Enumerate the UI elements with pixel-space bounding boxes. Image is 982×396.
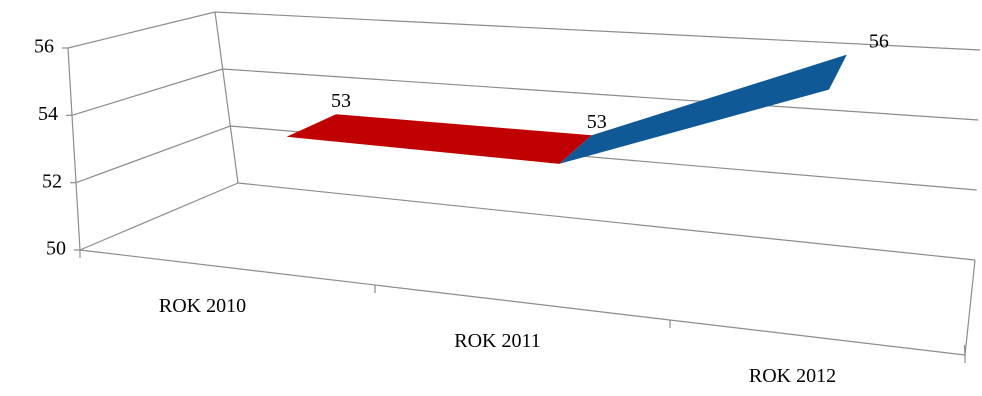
floor-right-edge <box>964 259 976 356</box>
y-tick-label: 52 <box>42 170 62 192</box>
data-label: 53 <box>331 90 351 112</box>
y-tick-label: 56 <box>34 36 54 58</box>
grid-line <box>71 68 223 116</box>
grid-line <box>67 11 216 49</box>
line-segment <box>559 54 847 164</box>
back-wall-edge <box>214 11 239 184</box>
floor-edge <box>79 249 966 356</box>
y-tick-label: 54 <box>38 103 58 125</box>
y-axis <box>67 47 81 251</box>
data-label: 56 <box>869 30 889 52</box>
x-tick-label: ROK 2012 <box>749 365 836 387</box>
line-segment <box>286 114 592 164</box>
x-tick-label: ROK 2011 <box>454 330 540 352</box>
data-label: 53 <box>587 111 607 133</box>
grid-line <box>214 11 981 51</box>
grid-line <box>222 68 979 121</box>
grid-line <box>75 125 231 184</box>
grid-line <box>79 182 239 251</box>
y-tick-label: 50 <box>46 238 66 260</box>
x-tick-label: ROK 2010 <box>159 295 246 317</box>
grid-line <box>237 182 976 261</box>
